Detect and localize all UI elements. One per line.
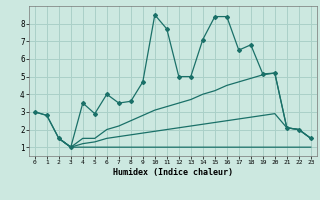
X-axis label: Humidex (Indice chaleur): Humidex (Indice chaleur) [113,168,233,177]
